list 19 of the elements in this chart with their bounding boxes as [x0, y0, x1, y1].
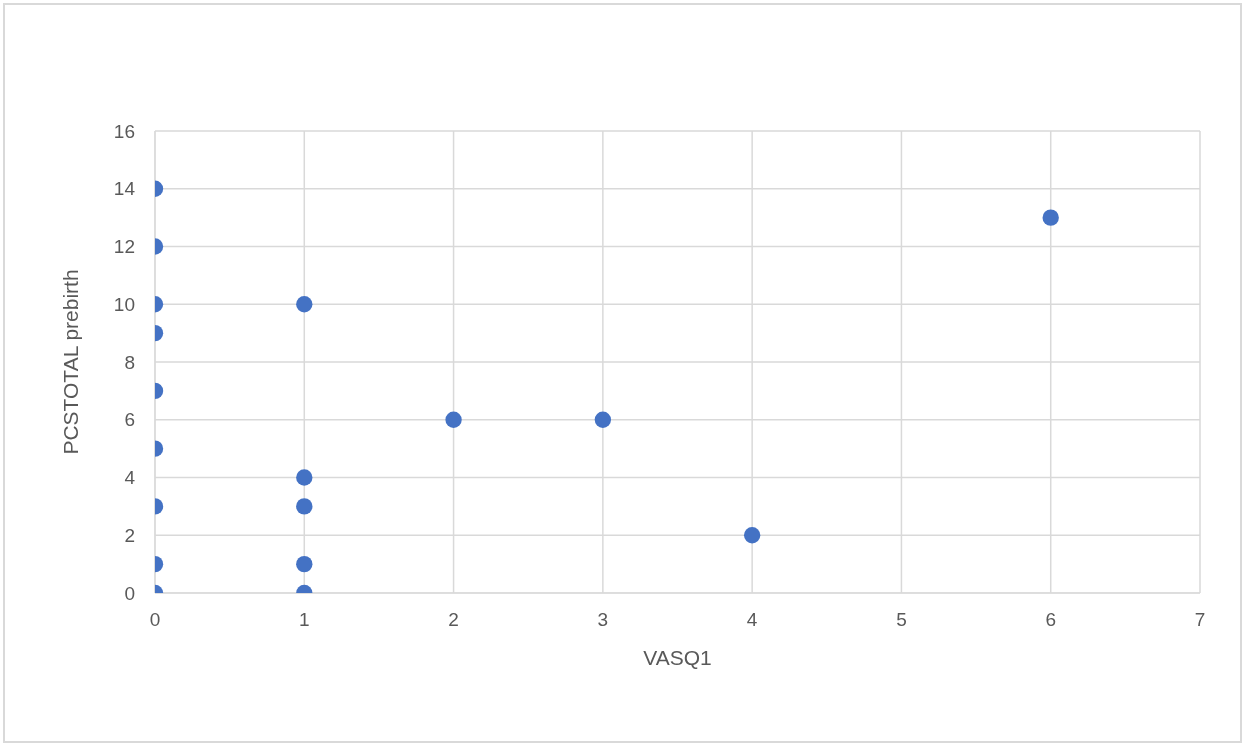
y-tick-label: 16 — [113, 120, 135, 142]
y-axis-title: PCSTOTAL prebirth — [59, 269, 83, 455]
x-tick-label: 0 — [149, 609, 161, 631]
y-tick-label: 10 — [113, 293, 135, 315]
y-tick-label: 14 — [113, 178, 136, 200]
x-tick-label: 3 — [597, 609, 609, 631]
x-tick-label: 6 — [1045, 609, 1056, 631]
x-tick-label: 5 — [896, 609, 907, 631]
y-tick-label: 2 — [124, 524, 135, 546]
x-axis-title: VASQ1 — [643, 646, 712, 669]
x-tick-label: 4 — [746, 609, 758, 631]
y-tick-label: 12 — [113, 236, 135, 258]
x-tick-label: 1 — [299, 609, 310, 631]
y-tick-label: 6 — [124, 409, 135, 431]
y-tick-label: 0 — [124, 582, 135, 604]
x-tick-label: 2 — [448, 609, 459, 631]
y-tick-label: 8 — [124, 351, 135, 373]
y-tick-label: 4 — [124, 467, 136, 489]
x-tick-label: 7 — [1194, 609, 1206, 631]
